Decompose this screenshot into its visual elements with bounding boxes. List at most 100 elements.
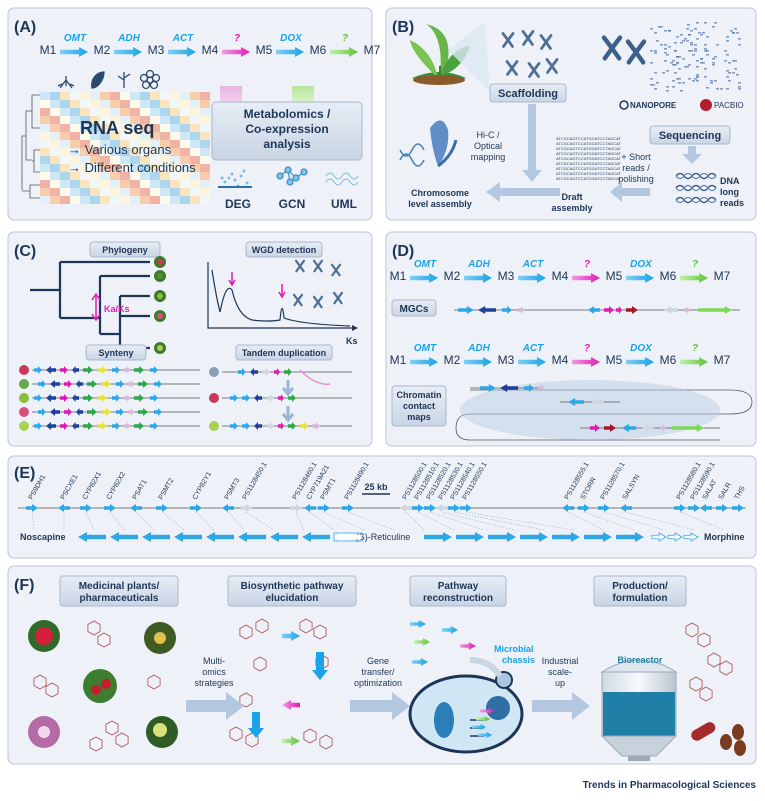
rnaseq-organs: → Various organs [68,142,172,157]
synteny-species-4 [19,407,29,417]
arrow3-line3: up [555,678,565,688]
tandem-1-gene-2 [250,368,258,376]
arrow2-line3: optimization [354,678,402,688]
phylogeny-leaf-icons [154,256,166,354]
noscapine-flow-arrow-5 [206,532,234,542]
synteny-4-gene-8 [128,408,134,416]
mgc-gene-1 [458,306,474,314]
m6-up-shade [292,86,314,106]
tandem-row-1 [222,368,352,376]
chassis-line2: chassis [502,655,535,665]
sequence-line-7: ATCGCAGTCCATGGATCCTAGCAT [556,166,622,171]
sequence-line-1: ATCGCAGTCCATGGATCCTAGCAT [556,136,622,141]
gene-arrow-2 [58,504,70,512]
mgc-gene-9 [664,306,678,314]
tandem-2-gene-6 [288,394,296,402]
synteny-2-gene-7 [116,380,124,388]
method-labels: DEG GCN UML [225,197,357,211]
morphine-open-arrow-2 [667,532,683,542]
synteny-1-gene-9 [134,366,144,374]
chromatin-line1: Chromatin [397,390,442,400]
panel-e: (E) PS9DH1 PSCXE1 CYP82X1 CYP82X2 PSAT1 PSMT2… [7,455,757,559]
synteny-1-gene-3 [60,366,68,374]
gene-arrow-5 [130,504,142,512]
synteny-5-gene-7 [112,422,120,430]
dna-helix-3 [675,196,717,204]
elucidation-box [227,575,357,607]
gene-arrow-12 [318,504,330,512]
pacbio-logo: PACBIO [700,99,744,111]
synteny-3-gene-7 [112,394,120,402]
synteny-3-gene-9 [134,394,144,402]
noscapine-flow-arrow-4 [174,532,202,542]
kaks-label: Ka/Ks [104,304,130,314]
nanopore-logo: NANOPORE [619,100,677,110]
synteny-4-gene-10 [154,408,162,416]
molecule-ring-10 [255,618,269,634]
pathway-arrow-4 [572,357,600,367]
chromatin-row-3-gene-3 [622,424,636,432]
phylogeny-label: Phylogeny [102,245,148,255]
synteny-5-gene-8 [124,422,130,430]
recon-arrow-2 [442,626,458,634]
tandem-label: Tandem duplication [242,348,326,358]
synteny-4-gene-5 [87,408,97,416]
bioreactor-icon [600,659,678,761]
molecule-ring-24 [689,676,703,692]
panel-a: (A) M1 OMT M2 ADH M3 ACT M4? M5 DOX M6? M7 RNA seq… [7,7,381,221]
phylogeny-tree [30,260,150,350]
synteny-3-gene-1 [34,394,42,402]
gene-arrow-24 [674,504,686,512]
sequence-line-4: ATCGCAGTCCATGGATCCTAGCAT [556,151,622,156]
flower-icon [139,69,161,90]
arrow1-line3: strategies [194,678,234,688]
tandem-species-1 [209,367,219,377]
metabolite-m3: M3 [498,353,515,367]
synteny-5-gene-1 [34,422,42,430]
synteny-row-1 [32,366,200,374]
plant-photo-3 [83,669,117,703]
medicinal-line1: Medicinal plants/ [79,581,160,592]
synteny-1-gene-1 [34,366,42,374]
plant-photos [28,620,178,748]
reconstruction-box [409,575,507,607]
pathway-arrow-2 [464,357,492,367]
metabolite-m6: M6 [660,269,677,283]
molecule-ring-13 [253,656,267,672]
molecule-ring-18 [303,728,317,744]
molecule-ring-2 [97,632,111,648]
tandem-3-gene-8 [312,422,320,430]
synteny-3-gene-5 [83,394,93,402]
metabolite-m7: M7 [364,43,381,57]
nanopore-text: NANOPORE [630,101,677,110]
chromatin-contact-shade [460,380,720,440]
medicinal-line2: pharmaceuticals [80,593,159,604]
scaffolding-box [489,83,567,103]
enzyme-label-5: DOX [280,33,303,44]
gene-arrow-8 [222,504,234,512]
enzyme-label-5: DOX [630,259,653,270]
molecule-ring-6 [105,720,119,736]
hic-line2: Optical [474,141,502,151]
enzyme-label-3: ACT [522,343,544,354]
wgd-peak-1-marker [228,272,236,287]
metabolite-m6: M6 [660,353,677,367]
synteny-2-gene-2 [50,380,60,388]
inner-arrow-2 [472,724,486,730]
metabolomics-box [211,101,363,161]
chromosome-line2: level assembly [408,199,472,209]
leaf-icon [91,71,105,89]
synteny-3-gene-2 [46,394,56,402]
sequence-line-6: ATCGCAGTCCATGGATCCTAGCAT [556,161,622,166]
molecule-ring-17 [245,732,259,748]
synteny-1-gene-2 [46,366,56,374]
draft-line1: Draft [561,192,582,202]
chromatin-row-3-gene-4 [642,424,654,432]
mgc-gene-5 [588,306,600,314]
plant-illustration [410,24,470,85]
noscapine-flow-arrow-8 [302,532,330,542]
sequence-line-9: ATCGCAGTCCATGGATCCTAGCAT [556,176,622,181]
metabolite-m2: M2 [444,269,461,283]
wgd-label: WGD detection [252,245,317,255]
gene-arrow-1 [26,504,38,512]
